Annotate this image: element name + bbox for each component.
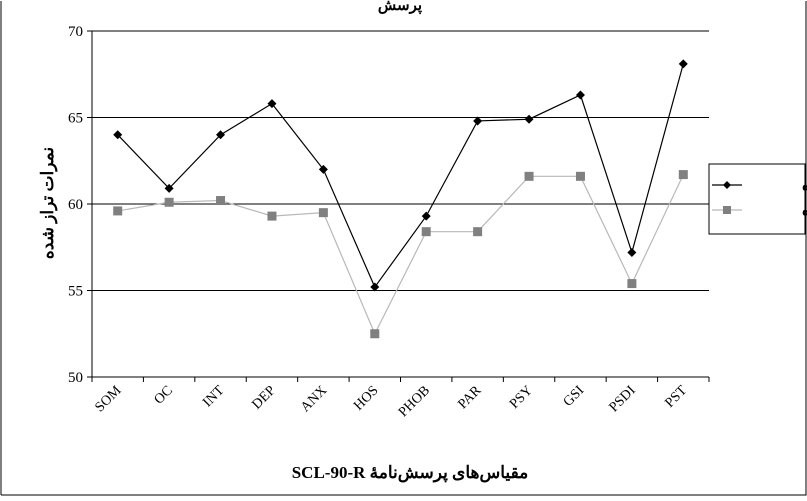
axes [87, 30, 710, 382]
x-tick-label: PSDI [607, 383, 639, 415]
data-point [267, 99, 277, 109]
gridlines [92, 30, 709, 291]
data-point [473, 116, 483, 126]
data-point [421, 211, 431, 221]
y-tick-labels: 50 55 60 65 70 [68, 24, 83, 386]
x-tick-label: PST [662, 383, 690, 411]
y-tick-label: 60 [68, 197, 83, 213]
data-point [216, 196, 226, 206]
x-tick-label: HOS [351, 383, 381, 413]
data-point [627, 279, 637, 289]
data-point [318, 164, 328, 174]
y-tick-label: 65 [68, 111, 83, 127]
data-point [575, 171, 585, 181]
x-tick-label: PSY [507, 383, 536, 412]
data-point [575, 90, 585, 100]
data-point [421, 227, 431, 237]
x-tick-label: INT [200, 383, 227, 410]
data-point [113, 206, 123, 216]
x-axis-title: مقیاس‌های پرسش‌نامۀ SCL-90-R [292, 463, 529, 483]
x-tick-labels: SOM OC INT DEP ANX HOS PHOB PAR PSY GSI PSDI PST [92, 383, 690, 420]
x-tick-label: PHOB [396, 383, 433, 420]
x-tick-label: SOM [92, 383, 124, 415]
series-group [113, 59, 688, 339]
data-point [318, 208, 328, 218]
data-point [524, 114, 534, 124]
legend-marker [723, 206, 731, 214]
y-tick-label: 55 [68, 284, 83, 300]
chart-title-fragment: پرسش [378, 0, 422, 15]
series-line [117, 174, 684, 336]
data-point [267, 211, 277, 221]
y-tick-label: 70 [68, 24, 83, 40]
data-point [164, 197, 174, 207]
series-line [117, 63, 684, 289]
data-point [370, 329, 380, 339]
data-point [627, 247, 637, 257]
data-point [164, 183, 174, 193]
legend: آزاردیده غیرآزاردیده [708, 163, 807, 235]
legend-label: غیرآزاردیده [802, 201, 807, 219]
data-point [473, 227, 483, 237]
y-axis-title: نمرات تراز شده [38, 147, 58, 259]
legend-marker [723, 181, 731, 189]
legend-label: آزاردیده [802, 176, 807, 194]
data-point [678, 170, 688, 180]
x-tick-label: OC [152, 383, 176, 407]
x-tick-label: GSI [561, 383, 588, 410]
data-point [216, 130, 226, 140]
data-point [370, 282, 380, 292]
x-tick-label: DEP [249, 383, 278, 412]
data-point [113, 130, 123, 140]
data-point [678, 59, 688, 69]
y-tick-label: 50 [68, 370, 83, 386]
legend-box [708, 163, 806, 235]
data-point [524, 171, 534, 181]
x-tick-label: PAR [455, 383, 484, 412]
x-tick-label: ANX [298, 383, 330, 415]
